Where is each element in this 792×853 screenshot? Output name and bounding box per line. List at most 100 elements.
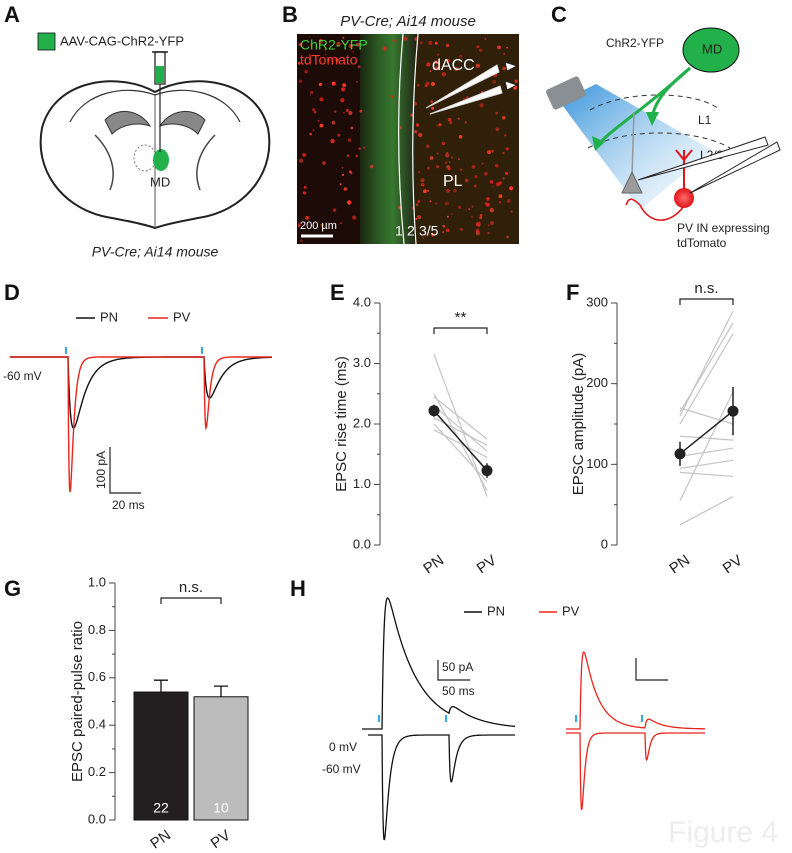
significance-bracket: [679, 298, 734, 305]
pair-line: [679, 459, 734, 469]
cell-dot: [487, 231, 490, 235]
cell-dot: [491, 149, 494, 153]
cell-dot: [510, 210, 513, 213]
cell-dot: [341, 87, 346, 92]
cell-dot: [399, 126, 402, 129]
cell-dot: [415, 123, 420, 127]
x-tick-label: PN: [666, 552, 693, 578]
cell-dot: [434, 41, 438, 45]
cell-dot: [419, 41, 423, 45]
cell-dot: [317, 120, 320, 122]
cell-dot: [502, 66, 506, 71]
cell-dot: [506, 46, 508, 49]
yfp-haze: [415, 34, 519, 244]
cell-dot: [336, 41, 341, 47]
cell-dot: [502, 115, 506, 120]
cell-dot: [475, 63, 480, 68]
cell-dot: [436, 165, 439, 169]
cell-dot: [343, 187, 347, 191]
cell-dot: [466, 96, 469, 99]
cell-dot: [347, 138, 352, 142]
bar: [193, 696, 249, 821]
cell-dot: [319, 40, 323, 44]
cell-dot: [427, 189, 429, 192]
cell-dot: [434, 66, 439, 71]
cell-dot: [352, 50, 354, 53]
y-tick-label: 3.0: [353, 355, 371, 370]
cell-dot: [447, 167, 451, 171]
cell-dot: [320, 223, 324, 227]
pair-line: [679, 333, 734, 425]
led: [546, 76, 586, 110]
pv-dendrite: [675, 149, 693, 161]
cell-dot: [457, 117, 460, 120]
cell-dot: [403, 36, 408, 41]
y-tick-label: 0.0: [88, 811, 106, 826]
y-tick-label: 4.0: [353, 294, 371, 309]
cell-dot: [492, 80, 496, 84]
image-title: PV-Cre; Ai14 mouse: [340, 13, 476, 30]
cell-dot: [504, 134, 507, 137]
cell-dot: [505, 171, 509, 175]
cell-dot: [350, 126, 354, 130]
cell-dot: [424, 84, 428, 88]
cell-dot: [424, 234, 427, 237]
cell-dot: [298, 79, 303, 84]
cell-dot: [498, 194, 503, 199]
y-axis-label: EPSC rise time (ms): [333, 356, 350, 492]
scale-bar: [635, 658, 668, 681]
watermark: Figure 4: [668, 816, 778, 849]
pair-line: [433, 405, 488, 452]
scale-label: 50 ms: [442, 684, 475, 698]
trace: [362, 597, 516, 730]
cell-dot: [310, 44, 312, 46]
cell-dot: [423, 189, 427, 194]
x-tick-label: PV: [208, 827, 234, 852]
legend-label: PV: [562, 603, 580, 618]
panel-c: MD ChR2-YFP L1 L2/3 PV IN expressing tdT…: [546, 27, 781, 250]
cell-dot: [414, 37, 418, 41]
cell-dot: [355, 154, 359, 158]
cell-dot: [345, 108, 349, 113]
cell-dot: [475, 231, 480, 236]
mouse-label: PV-Cre; Ai14 mouse: [92, 244, 219, 260]
cell-dot: [324, 53, 327, 56]
layer-label: 2: [407, 223, 415, 239]
cell-dot: [340, 222, 342, 225]
cell-dot: [312, 129, 315, 132]
significance-label: **: [455, 309, 467, 326]
cell-dot: [319, 123, 324, 128]
scale-bar-label: 200 µm: [300, 220, 337, 232]
cell-dot: [297, 222, 302, 226]
cell-dot: [305, 215, 310, 220]
cell-dot: [415, 203, 419, 207]
md-injection: [153, 149, 169, 171]
panel-d: PN PV -60 mV 100 pA 20 ms: [3, 309, 272, 512]
cell-dot: [502, 151, 505, 155]
cell-dot: [445, 228, 450, 233]
cell-dot: [417, 199, 421, 203]
panel-h: PN PV 0 mV -60 mV 50 pA 50 ms: [322, 597, 705, 841]
cell-dot: [428, 40, 433, 46]
trace: [368, 734, 515, 841]
cell-dot: [310, 90, 314, 94]
mean-point: [428, 405, 440, 417]
pair-line: [679, 435, 734, 441]
cell-label: PV IN expressing: [677, 221, 770, 235]
cell-dot: [506, 235, 510, 239]
panel-letter: D: [4, 280, 20, 305]
cell-dot: [446, 189, 450, 193]
error-bar: [154, 679, 168, 693]
md-nucleus: [682, 27, 740, 73]
cell-dot: [449, 121, 453, 125]
holding-label: -60 mV: [322, 762, 361, 776]
cell-dot: [484, 172, 488, 176]
cell-dot: [313, 110, 317, 114]
n-label: 22: [153, 800, 169, 816]
cell-dot: [484, 38, 487, 40]
cell-dot: [359, 109, 363, 113]
y-tick-label: 1.0: [353, 476, 371, 491]
y-tick-label: 0.6: [88, 669, 106, 684]
pair-line: [433, 393, 488, 491]
pair-line: [679, 496, 734, 526]
